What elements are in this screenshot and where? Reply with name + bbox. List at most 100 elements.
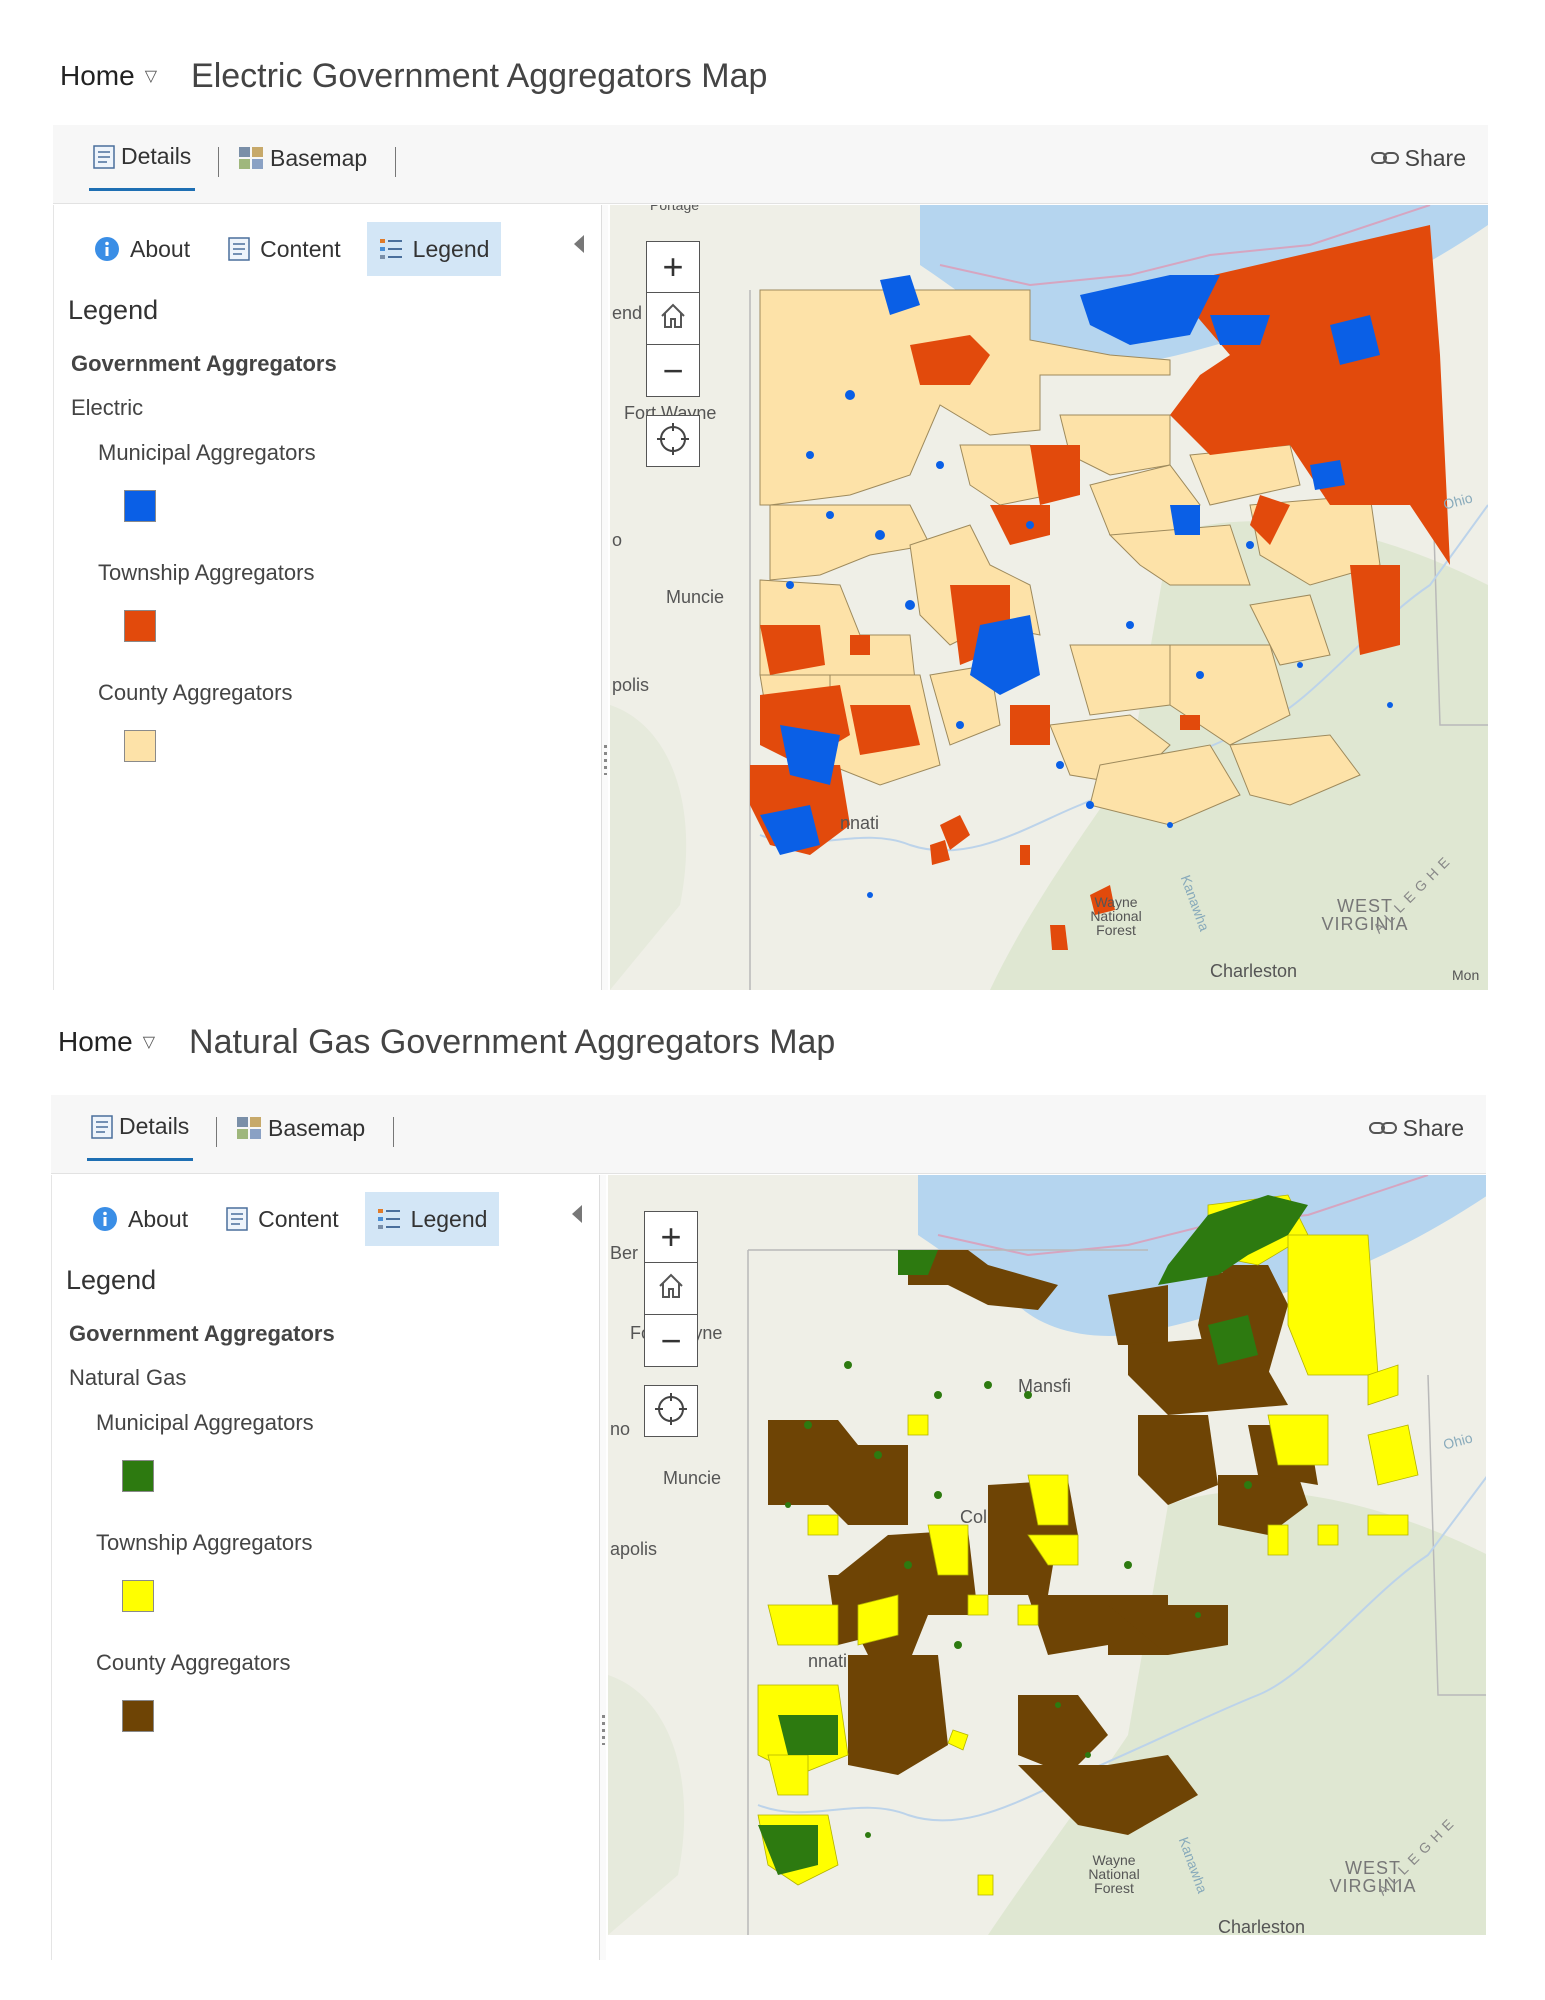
legend-layer-title: Electric [71,395,144,420]
resize-grip-icon[interactable] [604,745,607,775]
home-dropdown-caret-icon[interactable]: ▽ [144,68,158,85]
tab-legend[interactable]: Legend [366,222,502,276]
header: Home ▽ Electric Government Aggregators M… [60,52,767,100]
natural-gas-map-canvas[interactable] [608,1175,1486,1935]
basemap-button[interactable]: Basemap [236,1095,365,1161]
legend-heading: Legend [68,295,159,325]
legend-group-title: Government Aggregators [69,1321,335,1346]
map-label-charleston: Charleston [1218,1917,1306,1935]
toolbar-separator [216,1117,217,1147]
map-label-wayne-forest: Wayne National Forest [1088,1852,1140,1896]
side-tabs: About Content Legend [80,1192,513,1246]
legend-list-icon [379,237,403,261]
minus-icon: − [662,349,684,391]
tab-about[interactable]: About [82,222,202,276]
header: Home ▽ Natural Gas Government Aggregator… [58,1018,835,1066]
map-label-left-o: o [612,530,623,550]
home-extent-button[interactable] [644,1263,698,1315]
tab-content[interactable]: Content [216,222,353,276]
side-tabs: About Content Legend [82,222,515,276]
legend-swatch-municipal [122,1460,154,1492]
panel-divider[interactable] [601,205,608,990]
legend-swatch-municipal [124,490,156,522]
basemap-button[interactable]: Basemap [238,125,367,191]
legend-swatch-county [122,1700,154,1732]
legend-item-label: County Aggregators [96,1650,291,1675]
basemap-label: Basemap [270,144,368,171]
content-label: Content [258,1205,339,1232]
map-label-muncie: Muncie [663,1468,722,1488]
zoom-in-button[interactable]: + [644,1211,698,1263]
zoom-controls: + − [646,241,700,397]
tab-about[interactable]: About [80,1192,200,1246]
map-label-left-o: no [610,1419,631,1439]
map-label-left: Ber [610,1243,639,1263]
share-button[interactable]: Share [1368,1095,1464,1161]
home-link[interactable]: Home [58,1026,133,1057]
toolbar-separator [218,147,219,177]
side-panel: About Content Legend Legend Government A… [51,1175,604,1960]
content-icon [228,237,250,261]
map-view[interactable]: Portage end Fort Wayne o Muncie polis nn… [610,205,1488,990]
legend-item-label: Municipal Aggregators [96,1410,314,1435]
home-icon [658,298,688,340]
content-icon [226,1207,248,1231]
link-icon [1370,151,1399,165]
locate-button[interactable] [646,415,700,467]
toolbar-separator [395,147,396,177]
plus-icon: + [660,1216,682,1257]
page-title: Electric Government Aggregators Map [191,56,768,95]
toolbar-separator [393,1117,394,1147]
info-icon [94,236,120,262]
collapse-panel-icon[interactable] [574,235,584,253]
share-button[interactable]: Share [1370,125,1466,191]
tab-content[interactable]: Content [214,1192,351,1246]
home-extent-button[interactable] [646,293,700,345]
zoom-in-button[interactable]: + [646,241,700,293]
zoom-out-button[interactable]: − [644,1315,698,1367]
map-view[interactable]: Ber Fort Wayne no Muncie apolis Mansfi C… [608,1175,1486,1935]
basemap-grid-icon [236,1116,262,1140]
tab-legend[interactable]: Legend [364,1192,500,1246]
home-link[interactable]: Home [60,60,135,91]
electric-map-panel: Home ▽ Electric Government Aggregators M… [0,0,1545,990]
map-label-west-virginia: WEST VIRGINIA [1321,896,1409,934]
electric-map-canvas[interactable] [610,205,1488,990]
details-button[interactable]: Details [87,1095,194,1161]
home-dropdown-caret-icon[interactable]: ▽ [142,1034,156,1051]
legend-item-label: Township Aggregators [98,560,315,585]
locate-crosshair-icon [653,1391,689,1432]
map-label-indianapolis: polis [612,675,650,695]
legend-swatch-township [122,1580,154,1612]
share-label: Share [1402,1114,1464,1141]
collapse-panel-icon[interactable] [572,1205,582,1223]
map-label-columbus: Col [960,1507,988,1527]
legend-heading: Legend [66,1265,157,1295]
details-label: Details [121,143,192,169]
locate-button[interactable] [644,1385,698,1437]
content-label: Content [260,235,341,262]
resize-grip-icon[interactable] [602,1715,605,1745]
zoom-out-button[interactable]: − [646,345,700,397]
details-icon [91,1114,113,1139]
zoom-controls: + − [644,1211,698,1367]
legend-item-label: Township Aggregators [96,1530,313,1555]
map-label-wayne-forest: Wayne National Forest [1090,894,1142,938]
info-icon [92,1206,118,1232]
map-label-muncie: Muncie [666,587,725,607]
panel-divider[interactable] [599,1175,606,1960]
basemap-label: Basemap [268,1114,366,1141]
page-title: Natural Gas Government Aggregators Map [189,1022,836,1061]
map-label-monongahela: Mon [1452,967,1480,983]
natural-gas-map-panel: Home ▽ Natural Gas Government Aggregator… [0,970,1545,1960]
legend-layer-title: Natural Gas [69,1365,187,1390]
basemap-grid-icon [238,146,264,170]
locate-crosshair-icon [655,421,691,462]
legend-tab-label: Legend [410,1205,488,1232]
details-button[interactable]: Details [89,125,196,191]
toolbar: Details Basemap Share [53,125,1488,204]
map-label-cincinnati: nnati [840,813,880,833]
plus-icon: + [662,246,684,287]
legend-list-icon [377,1207,401,1231]
link-icon [1368,1121,1397,1135]
